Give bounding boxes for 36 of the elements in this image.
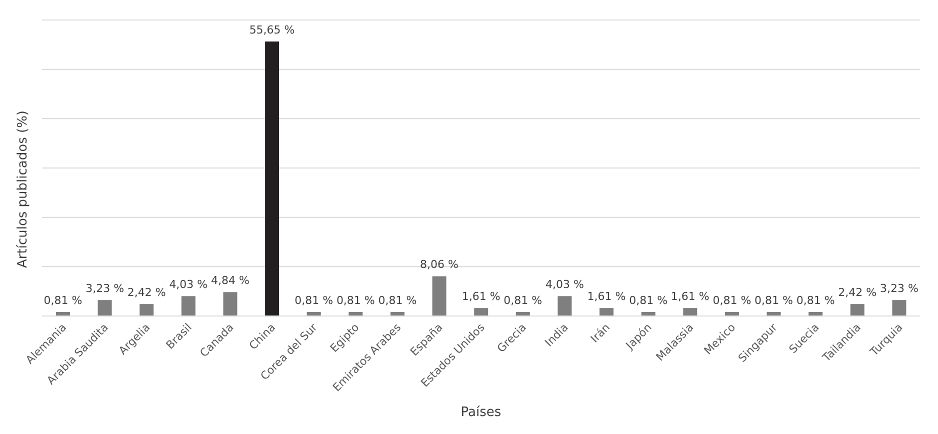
x-axis-title: Países	[460, 405, 502, 420]
data-label: 0,81 %	[629, 294, 668, 308]
data-label: 0,81 %	[336, 294, 375, 308]
data-label: 0,81 %	[796, 294, 835, 308]
bar	[474, 308, 488, 316]
bar	[98, 300, 112, 316]
bar	[850, 304, 864, 316]
bar	[558, 296, 572, 316]
data-label: 1,61 %	[587, 290, 626, 304]
bar	[223, 292, 238, 316]
bar	[140, 304, 154, 316]
bar	[892, 300, 906, 316]
data-label: 1,61 %	[670, 290, 710, 304]
data-label: 55,65 %	[249, 23, 295, 36]
data-label: 2,42 %	[838, 286, 877, 300]
data-label: 3,23 %	[86, 282, 124, 296]
data-label: 4,03 %	[545, 278, 584, 292]
data-label: 4,84 %	[211, 274, 250, 288]
data-label: 0,81 %	[712, 294, 752, 308]
data-label: 0,81 %	[504, 294, 542, 308]
bar	[265, 41, 280, 316]
bar	[683, 308, 698, 316]
data-label: 0,81 %	[754, 294, 793, 308]
data-label: 1,61 %	[462, 290, 500, 304]
data-label: 4,03 %	[169, 278, 208, 292]
data-label: 3,23 %	[880, 282, 918, 296]
data-label: 0,81 %	[44, 294, 82, 308]
x-tick-label: Irán	[588, 320, 613, 346]
data-label: 0,81 %	[378, 294, 417, 308]
data-label: 0,81 %	[294, 294, 334, 308]
data-label: 2,42 %	[127, 286, 166, 300]
bar	[181, 296, 196, 316]
bar	[600, 308, 614, 316]
bar	[432, 276, 446, 316]
data-label: 8,06 %	[420, 258, 459, 272]
y-axis-title: Artículos publicados (%)	[16, 110, 31, 268]
